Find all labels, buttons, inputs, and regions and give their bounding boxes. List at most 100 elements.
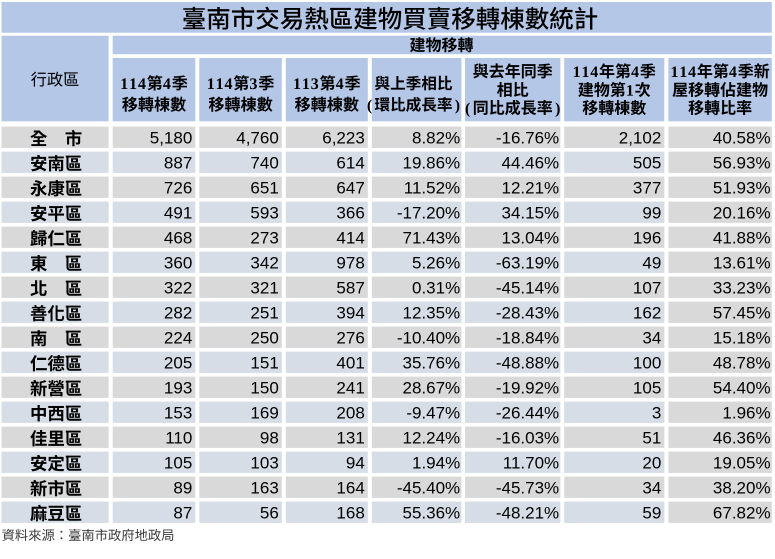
svg-text:887: 887 (164, 154, 192, 173)
svg-text:-26.44%: -26.44% (496, 404, 559, 423)
svg-text:978: 978 (336, 254, 364, 273)
svg-text:-9.47%: -9.47% (406, 404, 460, 423)
svg-text:168: 168 (336, 504, 364, 523)
svg-text:-48.88%: -48.88% (496, 354, 559, 373)
svg-text:150: 150 (250, 379, 278, 398)
svg-text:34: 34 (642, 479, 661, 498)
svg-text:196: 196 (633, 229, 661, 248)
svg-text:-48.21%: -48.21% (496, 504, 559, 523)
svg-text:-17.20%: -17.20% (397, 204, 460, 223)
svg-text:468: 468 (164, 229, 192, 248)
svg-text:41.88%: 41.88% (713, 229, 771, 248)
svg-text:5.26%: 5.26% (412, 254, 460, 273)
svg-text:366: 366 (336, 204, 364, 223)
svg-text:28.67%: 28.67% (403, 379, 461, 398)
svg-text:-45.73%: -45.73% (496, 479, 559, 498)
svg-text:740: 740 (250, 154, 278, 173)
svg-text:107: 107 (633, 279, 661, 298)
svg-text:151: 151 (250, 354, 278, 373)
svg-text:34: 34 (642, 329, 661, 348)
svg-text:54.40%: 54.40% (713, 379, 771, 398)
svg-text:276: 276 (336, 329, 364, 348)
svg-text:153: 153 (164, 404, 192, 423)
svg-text:11.70%: 11.70% (503, 454, 559, 473)
svg-text:651: 651 (250, 179, 278, 198)
svg-text:3: 3 (652, 404, 661, 423)
svg-text:401: 401 (336, 354, 364, 373)
svg-text:6,223: 6,223 (322, 129, 365, 148)
svg-text:40.58%: 40.58% (713, 129, 771, 148)
svg-text:377: 377 (633, 179, 661, 198)
svg-text:20.16%: 20.16% (713, 204, 771, 223)
svg-text:110: 110 (165, 429, 192, 448)
svg-text:250: 250 (250, 329, 278, 348)
svg-text:51: 51 (642, 429, 661, 448)
svg-text:11.52%: 11.52% (404, 179, 460, 198)
svg-text:48.78%: 48.78% (713, 354, 771, 373)
svg-text:99: 99 (642, 204, 661, 223)
svg-text:19.86%: 19.86% (403, 154, 461, 173)
svg-text:100: 100 (633, 354, 661, 373)
svg-text:251: 251 (250, 304, 278, 323)
svg-text:241: 241 (336, 379, 364, 398)
svg-text:13.04%: 13.04% (502, 229, 560, 248)
svg-text:59: 59 (642, 504, 661, 523)
svg-text:164: 164 (336, 479, 364, 498)
svg-text:105: 105 (633, 379, 661, 398)
svg-text:205: 205 (164, 354, 192, 373)
svg-text:208: 208 (336, 404, 364, 423)
svg-text:12.21%: 12.21% (502, 179, 560, 198)
svg-text:1.96%: 1.96% (722, 404, 770, 423)
svg-text:505: 505 (633, 154, 661, 173)
svg-text:89: 89 (173, 479, 192, 498)
svg-text:169: 169 (250, 404, 278, 423)
svg-text:98: 98 (260, 429, 279, 448)
svg-text:-19.92%: -19.92% (496, 379, 559, 398)
svg-text:273: 273 (250, 229, 278, 248)
svg-text:162: 162 (633, 304, 661, 323)
svg-text:94: 94 (346, 454, 365, 473)
svg-text:342: 342 (250, 254, 278, 273)
svg-text:-10.40%: -10.40% (397, 329, 460, 348)
svg-text:71.43%: 71.43% (403, 229, 461, 248)
svg-text:15.18%: 15.18% (713, 329, 771, 348)
svg-text:-28.43%: -28.43% (496, 304, 559, 323)
svg-text:491: 491 (164, 204, 192, 223)
svg-text:647: 647 (336, 179, 364, 198)
svg-text:105: 105 (164, 454, 192, 473)
svg-text:5,180: 5,180 (150, 129, 193, 148)
svg-text:224: 224 (164, 329, 192, 348)
svg-text:19.05%: 19.05% (713, 454, 771, 473)
svg-text:13.61%: 13.61% (713, 254, 771, 273)
svg-text:38.20%: 38.20% (713, 479, 771, 498)
svg-text:282: 282 (164, 304, 192, 323)
svg-text:-45.40%: -45.40% (397, 479, 460, 498)
svg-text:34.15%: 34.15% (502, 204, 560, 223)
svg-text:360: 360 (164, 254, 192, 273)
svg-text:12.35%: 12.35% (403, 304, 461, 323)
svg-text:-16.03%: -16.03% (496, 429, 559, 448)
svg-text:44.46%: 44.46% (502, 154, 560, 173)
svg-text:131: 131 (336, 429, 364, 448)
svg-text:51.93%: 51.93% (713, 179, 771, 198)
svg-text:55.36%: 55.36% (403, 504, 461, 523)
svg-text:49: 49 (642, 254, 661, 273)
svg-text:322: 322 (164, 279, 192, 298)
svg-text:321: 321 (250, 279, 278, 298)
svg-text:67.82%: 67.82% (713, 504, 771, 523)
svg-text:8.82%: 8.82% (412, 129, 460, 148)
svg-text:193: 193 (164, 379, 192, 398)
svg-text:46.36%: 46.36% (713, 429, 771, 448)
svg-text:587: 587 (336, 279, 364, 298)
svg-text:726: 726 (164, 179, 192, 198)
svg-text:-18.84%: -18.84% (496, 329, 559, 348)
svg-text:20: 20 (642, 454, 661, 473)
svg-text:56: 56 (260, 504, 279, 523)
svg-text:394: 394 (336, 304, 364, 323)
svg-text:33.23%: 33.23% (713, 279, 771, 298)
svg-text:1.94%: 1.94% (412, 454, 460, 473)
svg-text:12.24%: 12.24% (403, 429, 461, 448)
svg-text:56.93%: 56.93% (713, 154, 771, 173)
svg-text:0.31%: 0.31% (412, 279, 460, 298)
svg-text:103: 103 (250, 454, 278, 473)
